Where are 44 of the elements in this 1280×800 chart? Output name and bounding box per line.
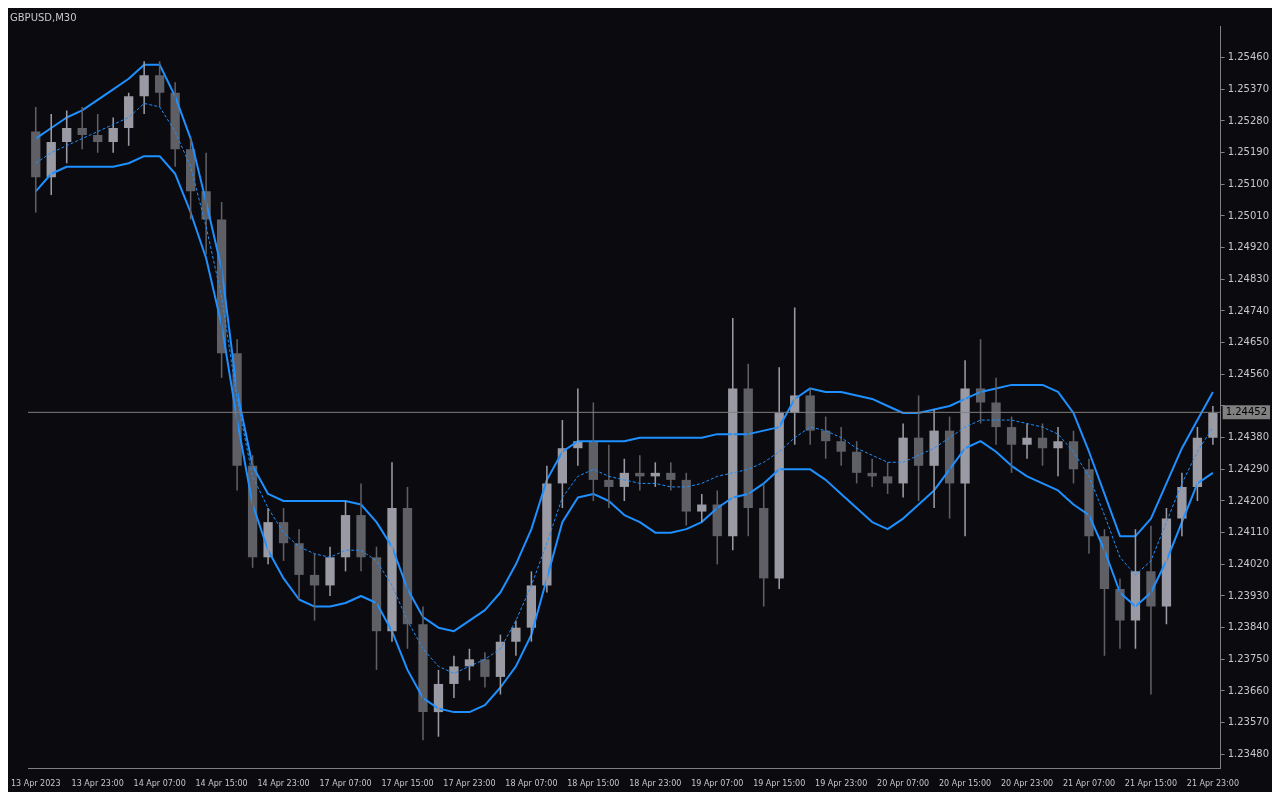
y-tick-label: 1.24290 — [1227, 462, 1270, 474]
x-tick-label: 20 Apr 23:00 — [1000, 779, 1054, 789]
x-tick-label: 20 Apr 15:00 — [938, 779, 992, 789]
y-tick-label: 1.25010 — [1227, 209, 1270, 221]
y-tick-label: 1.24740 — [1227, 304, 1270, 316]
y-tick-label: 1.24110 — [1227, 526, 1270, 538]
y-tick-label: 1.24920 — [1227, 241, 1270, 253]
y-tick-label: 1.25460 — [1227, 51, 1270, 63]
x-tick-label: 13 Apr 23:00 — [71, 779, 124, 789]
x-tick-label: 19 Apr 15:00 — [753, 779, 806, 789]
x-tick-label: 14 Apr 07:00 — [133, 779, 186, 789]
x-tick-label: 18 Apr 23:00 — [629, 779, 682, 789]
y-tick-label: 1.24020 — [1227, 557, 1270, 569]
y-tick-label: 1.25100 — [1227, 177, 1270, 189]
x-tick-label: 17 Apr 23:00 — [443, 779, 496, 789]
x-tick-label: 21 Apr 15:00 — [1124, 779, 1178, 789]
x-tick-label: 19 Apr 07:00 — [691, 779, 744, 789]
y-tick-label: 1.23840 — [1227, 621, 1270, 633]
y-tick-label: 1.24830 — [1227, 272, 1270, 284]
y-tick-label: 1.23750 — [1227, 652, 1270, 664]
x-tick-label: 19 Apr 23:00 — [815, 779, 868, 789]
y-tick-label: 1.25280 — [1227, 114, 1270, 126]
x-tick-label: 18 Apr 07:00 — [505, 779, 558, 789]
x-tick-label: 21 Apr 07:00 — [1062, 779, 1116, 789]
x-tick-label: 13 Apr 2023 — [11, 779, 61, 789]
x-tick-label: 20 Apr 07:00 — [877, 779, 930, 789]
y-tick-label: 1.23480 — [1227, 747, 1270, 759]
y-tick-label: 1.25370 — [1227, 82, 1270, 94]
x-tick-label: 21 Apr 23:00 — [1186, 779, 1239, 789]
y-tick-label: 1.24380 — [1227, 431, 1270, 443]
y-tick-label: 1.23570 — [1227, 716, 1270, 728]
y-tick-label: 1.24560 — [1227, 367, 1270, 379]
y-tick-label: 1.23660 — [1227, 684, 1270, 696]
y-tick-label: 1.24650 — [1227, 336, 1270, 348]
y-tick-label: 1.23930 — [1227, 589, 1270, 601]
chart-title: GBPUSD,M30 — [10, 11, 77, 23]
x-tick-label: 18 Apr 15:00 — [567, 779, 620, 789]
y-tick-label: 1.25190 — [1227, 146, 1270, 158]
x-tick-label: 14 Apr 23:00 — [257, 779, 310, 789]
x-tick-label: 17 Apr 07:00 — [319, 779, 372, 789]
ref-line-label: 1.24452 — [1225, 405, 1268, 417]
y-tick-label: 1.24200 — [1227, 494, 1270, 506]
x-tick-label: 17 Apr 15:00 — [381, 779, 434, 789]
x-tick-label: 14 Apr 15:00 — [195, 779, 248, 789]
